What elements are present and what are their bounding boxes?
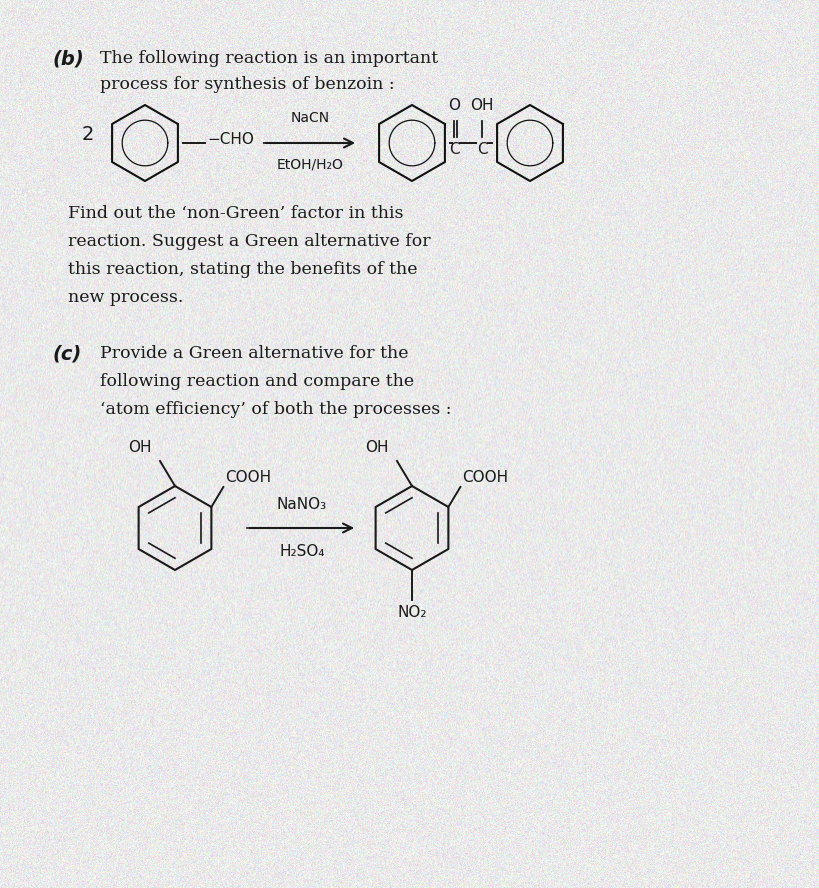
Text: (c): (c) — [52, 345, 81, 364]
Text: O: O — [448, 98, 460, 113]
Text: this reaction, stating the benefits of the: this reaction, stating the benefits of t… — [68, 261, 418, 278]
Text: Find out the ‘non-Green’ factor in this: Find out the ‘non-Green’ factor in this — [68, 205, 404, 222]
Text: C: C — [477, 141, 487, 156]
Text: OH: OH — [365, 440, 389, 455]
Text: COOH: COOH — [463, 470, 509, 485]
Text: H₂SO₄: H₂SO₄ — [279, 544, 325, 559]
Text: NaNO₃: NaNO₃ — [277, 497, 327, 512]
Text: −CHO: −CHO — [207, 131, 254, 147]
Text: (b): (b) — [52, 50, 84, 69]
Text: new process.: new process. — [68, 289, 183, 306]
Text: EtOH/H₂O: EtOH/H₂O — [277, 157, 344, 171]
Text: ‘atom efficiency’ of both the processes :: ‘atom efficiency’ of both the processes … — [100, 401, 451, 418]
Text: process for synthesis of benzoin :: process for synthesis of benzoin : — [100, 76, 395, 93]
Text: The following reaction is an important: The following reaction is an important — [100, 50, 438, 67]
Text: C: C — [449, 141, 459, 156]
Text: NaCN: NaCN — [291, 111, 330, 125]
Text: Provide a Green alternative for the: Provide a Green alternative for the — [100, 345, 409, 362]
Text: following reaction and compare the: following reaction and compare the — [100, 373, 414, 390]
Text: OH: OH — [129, 440, 152, 455]
Text: NO₂: NO₂ — [397, 605, 427, 620]
Text: OH: OH — [470, 98, 494, 113]
Text: 2: 2 — [82, 125, 94, 145]
Text: reaction. Suggest a Green alternative for: reaction. Suggest a Green alternative fo… — [68, 233, 431, 250]
Text: COOH: COOH — [225, 470, 271, 485]
